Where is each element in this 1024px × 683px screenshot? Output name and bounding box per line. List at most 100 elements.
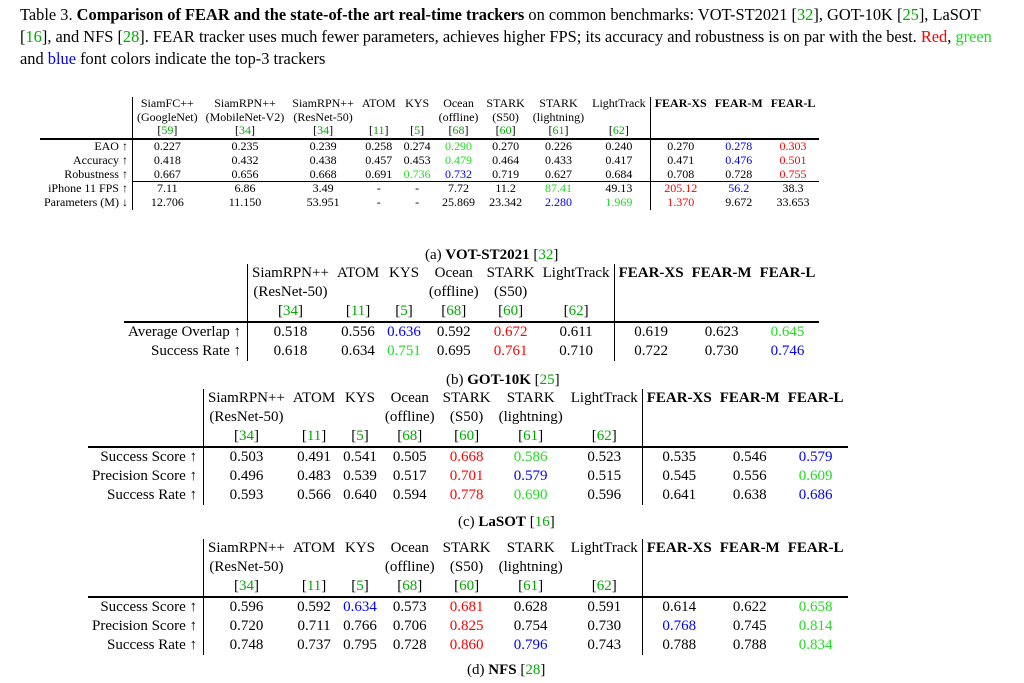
- citation-link[interactable]: 34: [317, 123, 330, 138]
- table-cell: 0.535: [641, 447, 716, 467]
- citation-link[interactable]: 5: [356, 428, 364, 444]
- column-header: [62]: [588, 123, 651, 141]
- citation-link[interactable]: 32: [796, 5, 814, 24]
- table-cell: 0.503: [229, 449, 264, 465]
- citation-link[interactable]: 28: [122, 27, 140, 46]
- table-cell: -: [357, 181, 400, 196]
- citation-link[interactable]: 68: [446, 303, 462, 319]
- table-cell: 0.701: [449, 468, 484, 484]
- caption-label: Table 3.: [20, 5, 73, 24]
- table-cell: 56.2: [710, 181, 767, 196]
- header-row: [34] [11] [5] [68] [60] [61] [62]: [88, 577, 848, 598]
- table-cell: 6.86: [201, 181, 289, 196]
- table-row: Parameters (M) ↓ 12.706 11.150 53.951 - - 25.8…: [40, 194, 819, 210]
- citation-link[interactable]: 62: [596, 578, 612, 594]
- column-header-text: Ocean: [434, 265, 473, 281]
- column-header: [11]: [288, 427, 340, 448]
- citation-link[interactable]: 34: [238, 428, 254, 444]
- citation-link[interactable]: 11: [306, 428, 322, 444]
- column-header: [339, 408, 381, 427]
- column-header-text: KYS: [345, 540, 376, 556]
- citation-link[interactable]: 62: [612, 123, 625, 138]
- column-header: [11]: [357, 123, 400, 141]
- column-header: (offline): [381, 408, 439, 427]
- row-label: Average Overlap ↑: [124, 322, 248, 342]
- table-cell: 0.766: [343, 618, 377, 634]
- citation-link[interactable]: 5: [400, 303, 408, 319]
- citation-link[interactable]: 5: [414, 123, 421, 138]
- table-cell: 0.457: [365, 152, 393, 167]
- table-cell: 0.778: [449, 487, 484, 503]
- column-header: SiamRPN++: [288, 96, 358, 111]
- citation-link[interactable]: 34: [238, 123, 251, 138]
- citation-link[interactable]: 62: [568, 303, 584, 319]
- column-header-text: KYS: [405, 96, 430, 110]
- table-cell: 0.711: [297, 618, 331, 634]
- column-header-text: LightTrack: [592, 96, 646, 110]
- citation-link[interactable]: 61: [523, 578, 539, 594]
- table-cell: 0.290: [445, 139, 473, 154]
- column-header-text: (ResNet-50): [209, 559, 284, 575]
- table-cell: 0.736: [403, 166, 431, 181]
- citation-link[interactable]: 25: [539, 372, 555, 388]
- row-label: Accuracy ↑: [40, 153, 133, 168]
- citation-link[interactable]: 59: [161, 123, 174, 138]
- column-header-text: SiamRPN++: [214, 96, 276, 110]
- citation-link[interactable]: 68: [452, 123, 465, 138]
- citation-link[interactable]: 28: [525, 662, 541, 678]
- citation-link[interactable]: 68: [402, 428, 418, 444]
- citation-link[interactable]: 62: [596, 428, 612, 444]
- table-row: Precision Score ↑ 0.496 0.483 0.539 0.517 0.7…: [88, 467, 848, 486]
- table-cell: 0.573: [392, 599, 427, 615]
- table-cell: 0.591: [587, 599, 622, 615]
- column-header-text: FEAR-XS: [646, 390, 712, 406]
- column-header: FEAR-M: [716, 539, 784, 558]
- citation-link[interactable]: 25: [902, 5, 919, 24]
- column-header: [688, 283, 756, 302]
- citation-link[interactable]: 11: [372, 123, 385, 138]
- citation-link[interactable]: 16: [25, 27, 42, 46]
- table-cell: 0.788: [641, 636, 716, 655]
- citation-link[interactable]: 34: [282, 303, 298, 319]
- citation-link[interactable]: 60: [499, 123, 512, 138]
- citation-link[interactable]: 5: [356, 578, 364, 594]
- column-header: KYS: [339, 539, 381, 558]
- citation-link[interactable]: 11: [306, 578, 322, 594]
- table-cell: 0.566: [297, 487, 331, 503]
- citation-link[interactable]: 11: [350, 303, 366, 319]
- citation-link[interactable]: 60: [503, 303, 519, 319]
- table-cell: 0.579: [798, 449, 833, 465]
- column-header: [613, 302, 688, 323]
- table-cell: 0.438: [309, 152, 337, 167]
- column-header: STARK: [482, 96, 528, 111]
- table-cell: 0.594: [392, 487, 427, 503]
- table-cell: 0.258: [365, 139, 393, 154]
- citation-link[interactable]: 60: [459, 578, 475, 594]
- citation-link[interactable]: 60: [459, 428, 475, 444]
- table-cell: 0.586: [513, 449, 548, 465]
- column-header-text: Ocean: [390, 390, 429, 406]
- citation-link[interactable]: 68: [402, 578, 418, 594]
- legend-red-word: Red: [920, 27, 948, 46]
- table-row: Precision Score ↑ 0.720 0.711 0.766 0.706 0.8…: [88, 617, 848, 636]
- column-header: FEAR-XS: [649, 96, 711, 111]
- citation-link[interactable]: 34: [238, 578, 254, 594]
- header-corner: [88, 389, 204, 408]
- column-header-text: (lightning): [498, 559, 563, 575]
- column-header-text: SiamRPN++: [292, 96, 354, 110]
- table-cell: 0.706: [392, 618, 427, 634]
- column-header-text: KYS: [389, 265, 420, 281]
- nfs-subcaption: (d) NFS [28]: [467, 662, 546, 678]
- table-cell: 53.951: [306, 194, 340, 209]
- column-header: STARK: [483, 264, 539, 283]
- citation-link[interactable]: 16: [534, 514, 550, 530]
- citation-link[interactable]: 61: [552, 123, 565, 138]
- table-cell: 33.653: [776, 194, 810, 209]
- table-cell: 0.755: [779, 166, 807, 181]
- citation-link[interactable]: 61: [523, 428, 539, 444]
- row-label: Success Rate ↑: [88, 486, 204, 505]
- column-header: SiamFC++: [132, 96, 201, 111]
- table-cell: 0.668: [449, 449, 484, 465]
- table-cell: 0.796: [513, 637, 548, 653]
- citation-link[interactable]: 32: [538, 247, 554, 263]
